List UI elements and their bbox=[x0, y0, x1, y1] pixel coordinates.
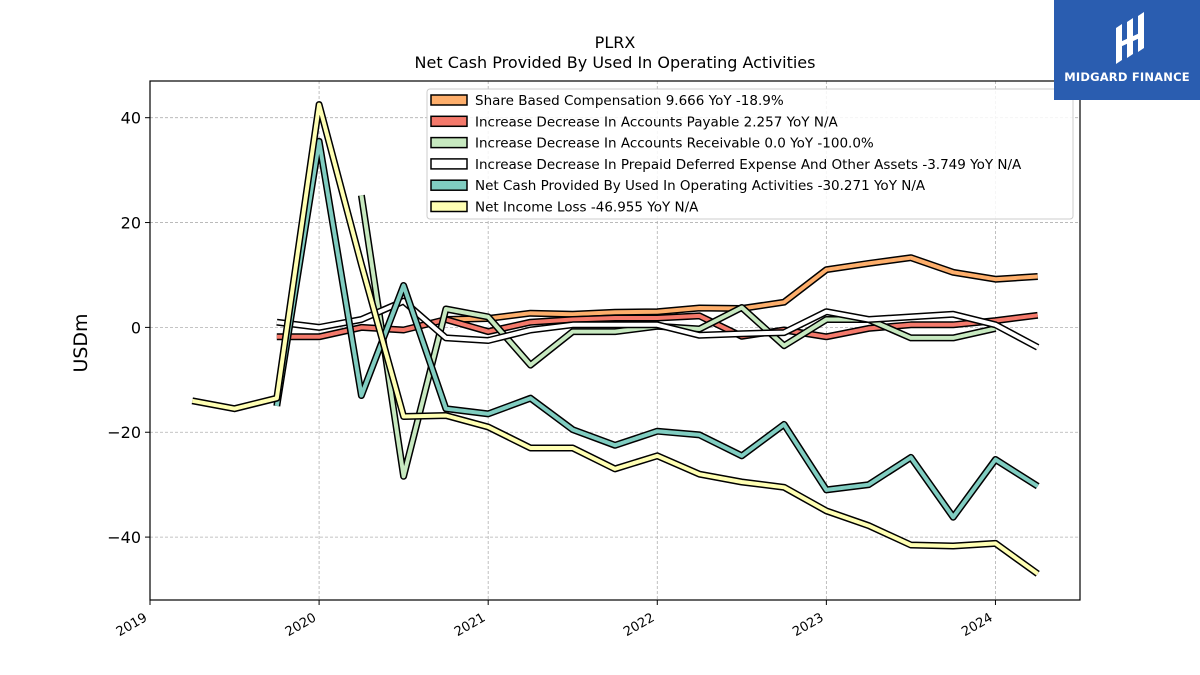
legend-swatch bbox=[430, 136, 468, 149]
legend-label: Increase Decrease In Prepaid Deferred Ex… bbox=[475, 157, 1022, 173]
legend-label: Net Cash Provided By Used In Operating A… bbox=[475, 178, 926, 194]
series-line-fill bbox=[276, 313, 1038, 339]
legend-swatch bbox=[430, 200, 468, 213]
legend-label: Share Based Compensation 9.666 YoY -18.9… bbox=[475, 93, 784, 109]
y-tick-label: 0 bbox=[131, 318, 141, 337]
x-tick-label: 2019 bbox=[114, 610, 150, 640]
x-tick-label: 2024 bbox=[959, 610, 995, 640]
brand-logo: MIDGARD FINANCE bbox=[1054, 0, 1200, 100]
x-tick-label: 2023 bbox=[790, 610, 826, 640]
chart-title: PLRX bbox=[595, 33, 636, 52]
legend-box bbox=[426, 88, 1074, 220]
x-tick-label: 2020 bbox=[283, 610, 319, 640]
plot-area bbox=[149, 80, 1081, 601]
y-tick-label: −40 bbox=[107, 528, 141, 547]
legend-swatch bbox=[430, 94, 468, 106]
legend-label: Increase Decrease In Accounts Payable 2.… bbox=[475, 114, 838, 130]
y-tick-label: 20 bbox=[121, 214, 141, 233]
x-tick-label: 2021 bbox=[452, 610, 488, 640]
legend-swatch bbox=[430, 179, 468, 191]
legend-label: Net Income Loss -46.955 YoY N/A bbox=[475, 200, 699, 216]
series-line bbox=[273, 137, 1040, 521]
series-line bbox=[276, 297, 1040, 351]
series-line bbox=[276, 311, 1039, 341]
series-line-fill bbox=[276, 299, 1039, 350]
y-axis-label: USDm bbox=[70, 313, 92, 372]
logo-text: MIDGARD FINANCE bbox=[1064, 70, 1190, 84]
series-line-fill bbox=[274, 139, 1039, 520]
y-tick-label: −20 bbox=[107, 423, 141, 442]
legend-label: Increase Decrease In Accounts Receivable… bbox=[475, 136, 874, 152]
chart-subtitle: Net Cash Provided By Used In Operating A… bbox=[415, 53, 816, 72]
y-tick-label: 40 bbox=[121, 109, 141, 128]
logo-mark-icon bbox=[1116, 12, 1144, 64]
series-line-fill bbox=[191, 102, 1039, 576]
series-line bbox=[191, 101, 1040, 577]
legend: Share Based Compensation 9.666 YoY -18.9… bbox=[426, 88, 1074, 220]
x-tick-label: 2022 bbox=[621, 610, 657, 640]
legend-swatch bbox=[430, 158, 468, 170]
legend-swatch bbox=[430, 115, 468, 128]
